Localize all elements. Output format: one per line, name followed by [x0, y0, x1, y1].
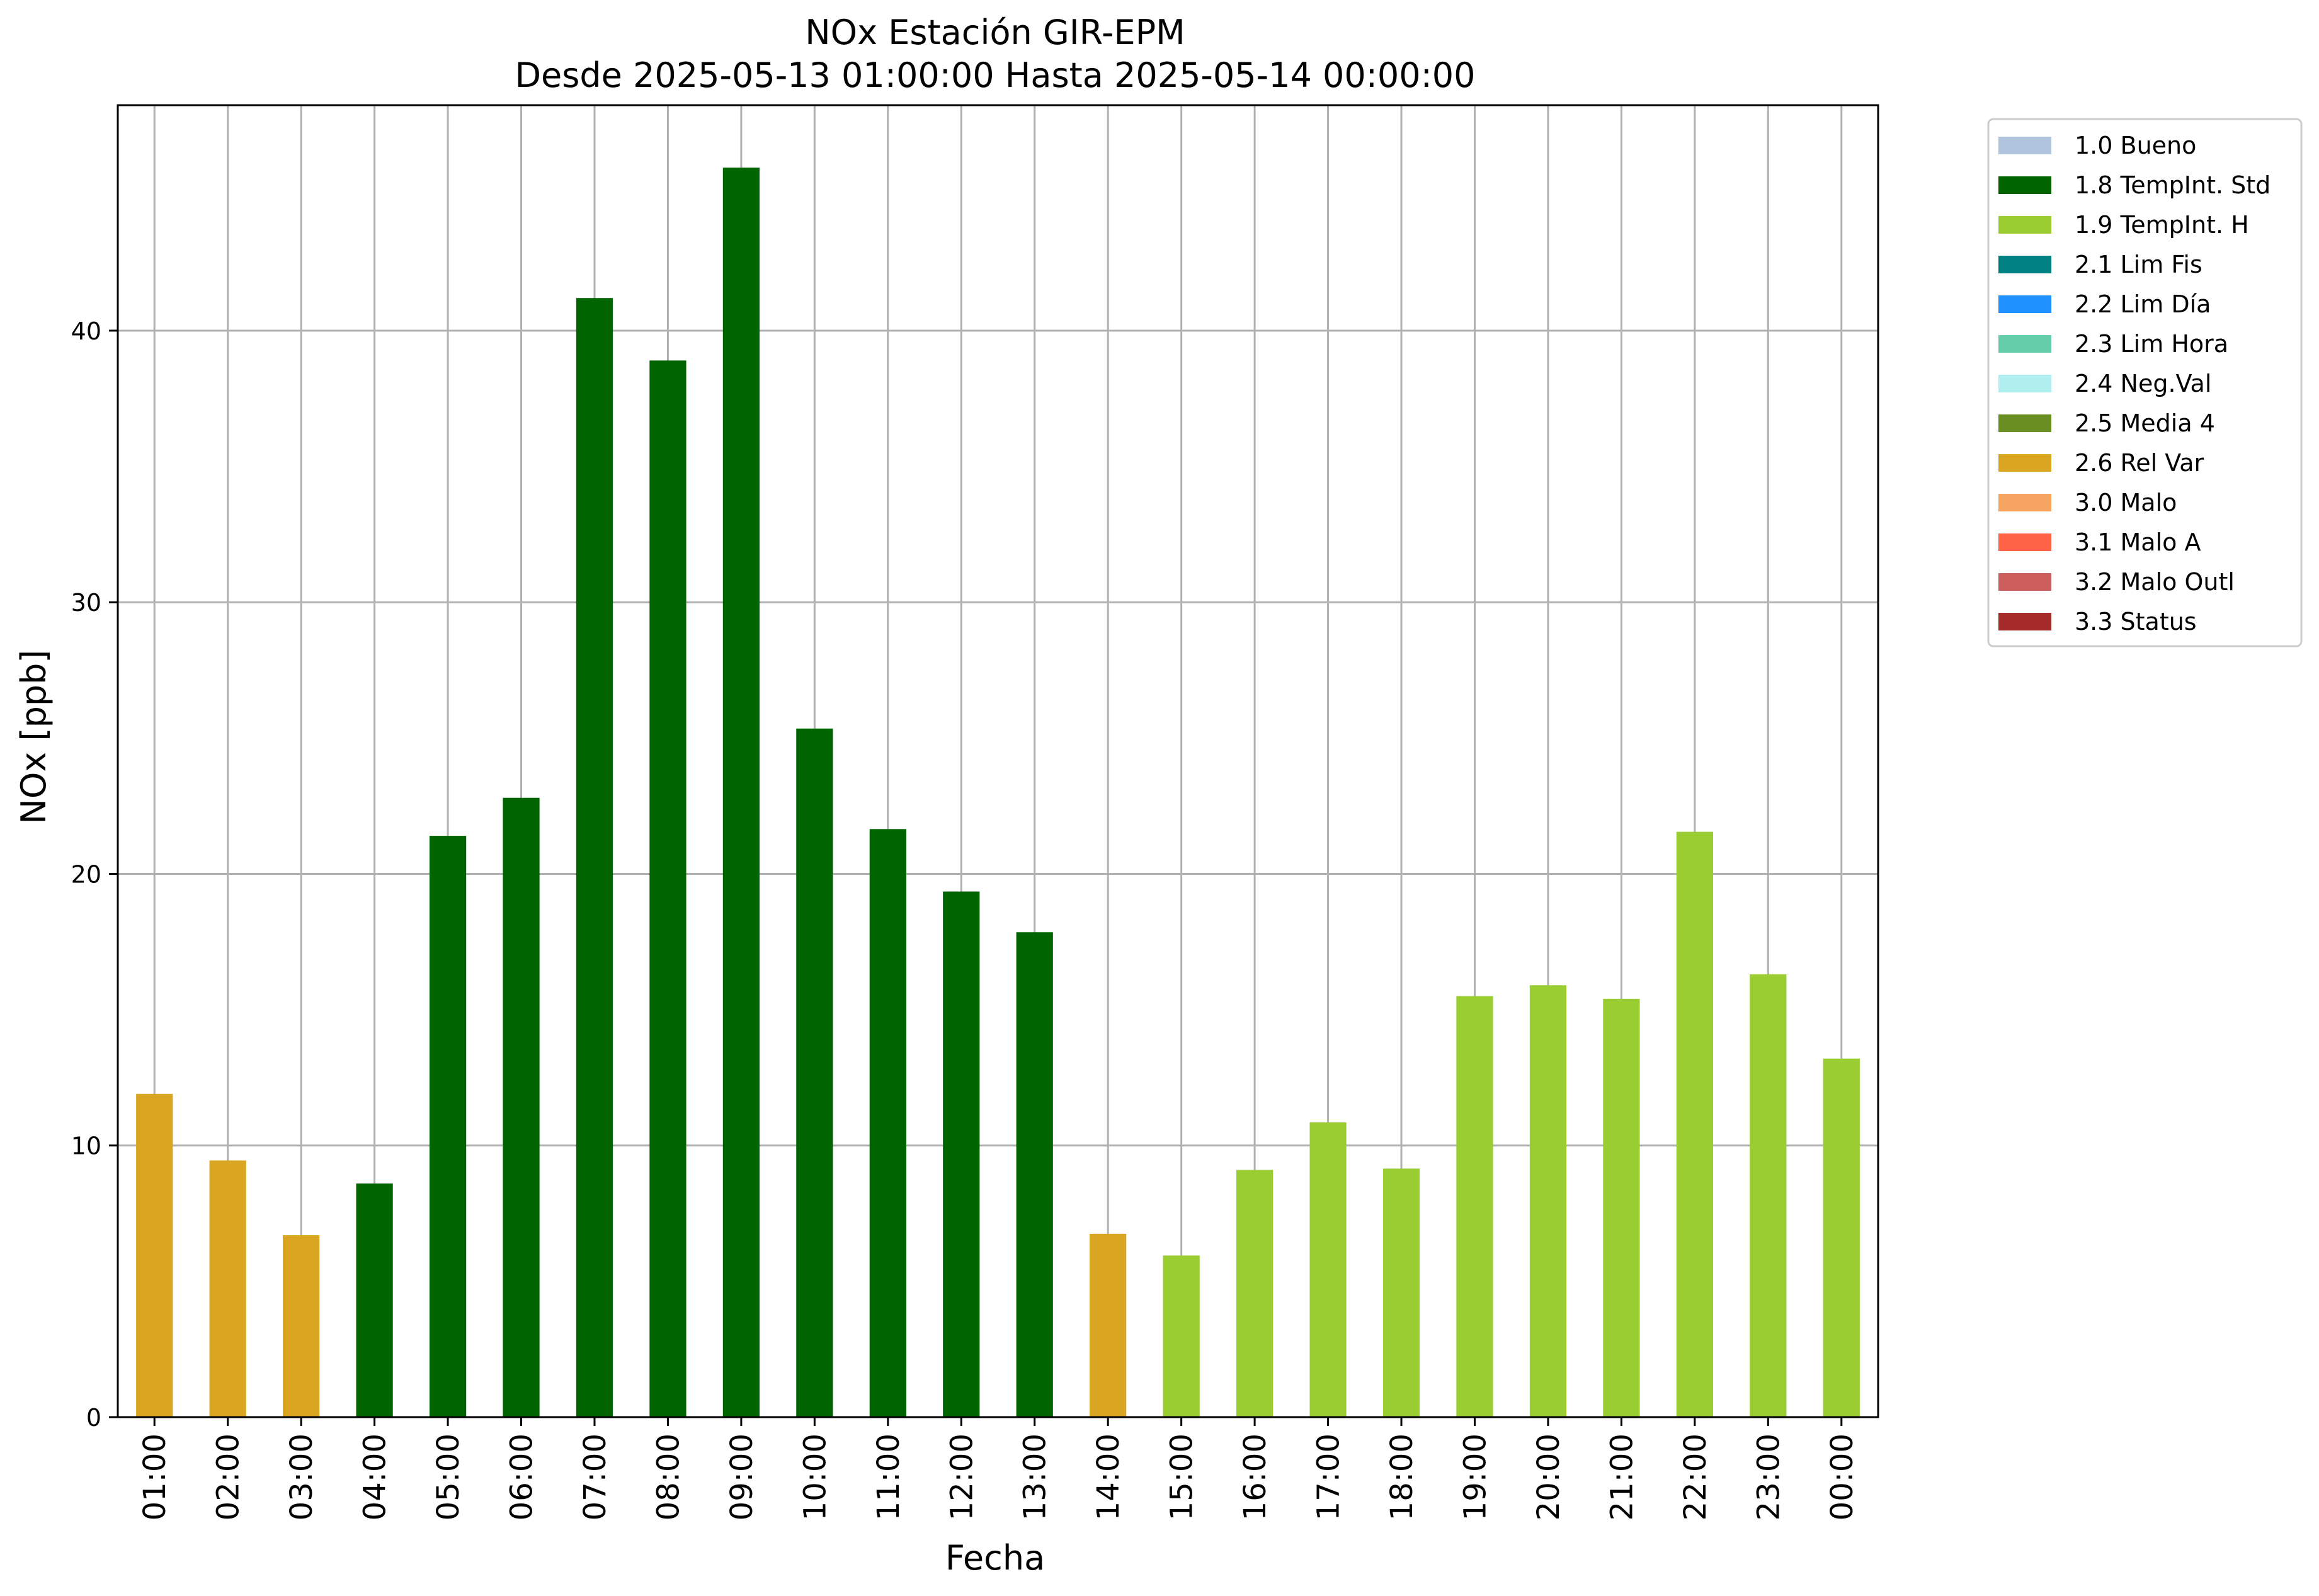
legend-swatch	[1998, 335, 2051, 353]
y-axis-label: NOx [ppb]	[14, 650, 54, 824]
bar-1000	[796, 728, 833, 1417]
x-tick-label: 04:00	[358, 1434, 393, 1520]
bar-1800	[1382, 1168, 1420, 1417]
legend-label: 1.9 TempInt. H	[2075, 211, 2249, 239]
chart-title: NOx Estación GIR-EPM	[805, 13, 1185, 52]
legend-label: 3.2 Malo Outl	[2075, 568, 2235, 596]
legend-swatch	[1998, 176, 2051, 194]
legend-swatch	[1998, 137, 2051, 154]
legend-label: 3.0 Malo	[2075, 489, 2177, 516]
legend-label: 3.3 Status	[2075, 608, 2197, 636]
x-tick-label: 21:00	[1604, 1434, 1639, 1520]
bar-0100	[136, 1093, 173, 1417]
legend-swatch	[1998, 533, 2051, 551]
y-tick-label: 20	[71, 860, 101, 888]
legend-label: 2.6 Rel Var	[2075, 449, 2204, 477]
plot-frame	[117, 104, 1879, 1418]
legend-label: 1.8 TempInt. Std	[2075, 171, 2271, 199]
legend-label: 2.2 Lim Día	[2075, 290, 2211, 318]
x-tick-label: 06:00	[504, 1434, 540, 1520]
legend-swatch	[1998, 375, 2051, 392]
bar-0700	[576, 298, 613, 1418]
legend-swatch	[1998, 216, 2051, 234]
y-tick-label: 0	[86, 1404, 101, 1432]
x-tick-label: 03:00	[284, 1434, 319, 1520]
legend-label: 2.4 Neg.Val	[2075, 370, 2211, 397]
bar-1400	[1090, 1233, 1127, 1417]
x-tick-label: 17:00	[1311, 1434, 1347, 1520]
legend-swatch	[1998, 256, 2051, 273]
x-tick-label: 23:00	[1751, 1434, 1786, 1520]
bar-0900	[722, 168, 760, 1418]
legend-label: 2.3 Lim Hora	[2075, 330, 2228, 358]
legend-swatch	[1998, 295, 2051, 313]
x-tick-label: 14:00	[1091, 1434, 1126, 1520]
x-tick-label: 01:00	[137, 1434, 173, 1520]
x-tick-label: 00:00	[1825, 1434, 1860, 1520]
bar-1200	[943, 891, 980, 1417]
bar-1500	[1163, 1255, 1200, 1417]
chart-subtitle: Desde 2025-05-13 01:00:00 Hasta 2025-05-…	[515, 55, 1475, 95]
legend-label: 2.5 Media 4	[2075, 409, 2215, 437]
legend-swatch	[1998, 414, 2051, 432]
bars-group	[136, 168, 1860, 1418]
legend-label: 1.0 Bueno	[2075, 132, 2196, 159]
bar-2200	[1676, 831, 1713, 1417]
bar-1700	[1309, 1122, 1347, 1417]
bar-1300	[1016, 932, 1053, 1417]
x-tick-label: 15:00	[1165, 1434, 1200, 1520]
x-tick-label: 09:00	[724, 1434, 760, 1520]
x-tick-label: 18:00	[1384, 1434, 1420, 1520]
bar-0800	[649, 360, 687, 1417]
x-tick-label: 11:00	[871, 1434, 906, 1520]
x-tick-label: 10:00	[797, 1434, 833, 1520]
legend: 1.0 Bueno 1.8 TempInt. Std 1.9 TempInt. H 2…	[1987, 118, 2303, 647]
bar-0400	[356, 1183, 393, 1417]
x-tick-label: 08:00	[651, 1434, 686, 1520]
x-tick-label: 07:00	[578, 1434, 613, 1520]
legend-swatch	[1998, 494, 2051, 511]
bar-0300	[283, 1235, 320, 1417]
x-tick-label: 20:00	[1531, 1434, 1566, 1520]
bar-1100	[869, 829, 906, 1417]
bar-2300	[1750, 974, 1787, 1417]
bar-2100	[1603, 998, 1640, 1417]
bar-0600	[503, 797, 540, 1417]
x-tick-label: 19:00	[1457, 1434, 1493, 1520]
x-tick-label: 22:00	[1678, 1434, 1713, 1520]
legend-box	[1987, 118, 2303, 647]
legend-swatch	[1998, 573, 2051, 591]
bar-0200	[209, 1160, 246, 1417]
bar-2000	[1529, 985, 1567, 1417]
bar-0500	[429, 836, 467, 1417]
bar-1600	[1236, 1170, 1273, 1417]
axes-group: 0 10 20 30 40 01:00 02:00 03:00 04:00 05:00 06:00 0…	[71, 104, 1879, 1520]
x-tick-label: 05:00	[431, 1434, 466, 1520]
bar-1900	[1456, 996, 1493, 1417]
x-tick-label: 12:00	[944, 1434, 979, 1520]
x-tick-label: 13:00	[1018, 1434, 1053, 1520]
x-tick-label: 16:00	[1238, 1434, 1273, 1520]
legend-label: 3.1 Malo A	[2075, 528, 2201, 556]
legend-swatch	[1998, 613, 2051, 630]
y-tick-label: 30	[71, 589, 101, 617]
x-tick-label: 02:00	[211, 1434, 246, 1520]
x-axis-label: Fecha	[945, 1538, 1045, 1578]
y-tick-label: 10	[71, 1132, 101, 1160]
legend-swatch	[1998, 454, 2051, 472]
y-tick-label: 40	[71, 317, 101, 345]
legend-label: 2.1 Lim Fis	[2075, 251, 2202, 278]
bar-0000	[1823, 1058, 1860, 1417]
